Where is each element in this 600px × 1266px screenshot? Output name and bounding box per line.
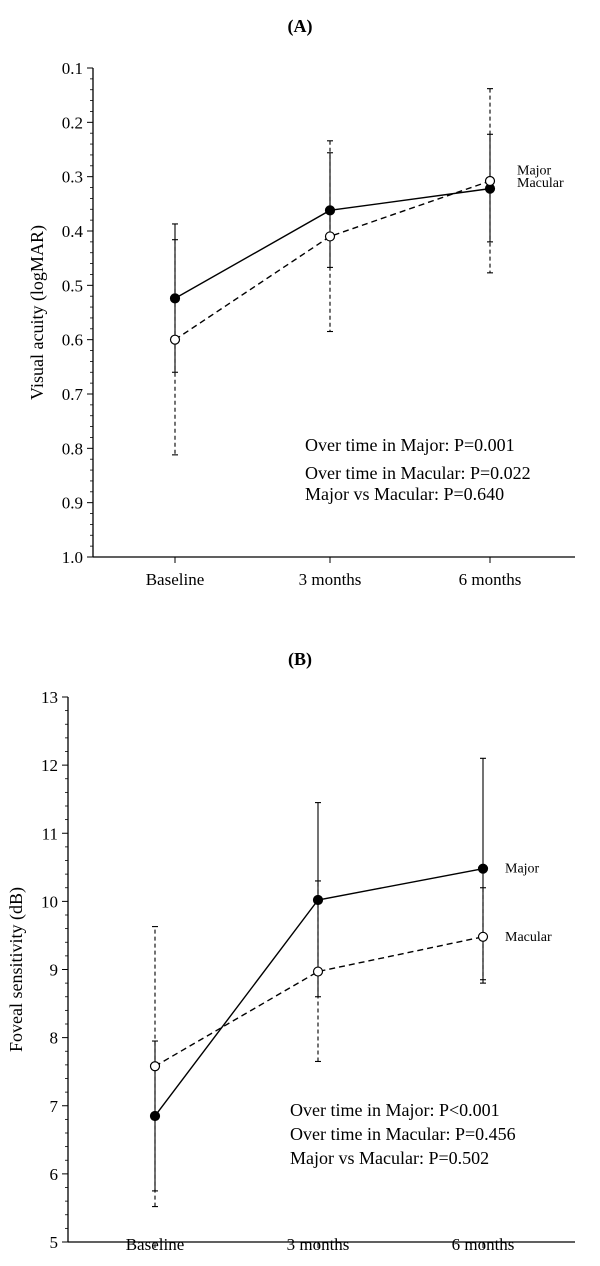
series-label-major: Major: [517, 164, 552, 179]
y-tick-label: 10: [41, 892, 58, 911]
data-point-macular: [169, 334, 181, 345]
y-tick-label: 13: [41, 688, 58, 707]
panel-label: (A): [288, 16, 313, 37]
data-point-macular: [477, 931, 489, 942]
y-tick-label: 1.0: [62, 548, 83, 567]
stat-annotation: Over time in Macular: P=0.022: [305, 463, 531, 483]
y-tick-label: 0.7: [62, 385, 84, 404]
y-tick-label: 0.5: [62, 276, 83, 295]
data-point-macular: [312, 966, 324, 977]
y-tick-label: 9: [50, 961, 59, 980]
series-label-major: Major: [505, 862, 540, 877]
stat-annotation: Major vs Macular: P=0.640: [305, 484, 504, 504]
y-axis-title: Foveal sensitivity (dB): [6, 887, 27, 1052]
panel-a: (A) 0.1 0.2 0.3 0.4 0.5 0.6 0.7 0.8 0.9 1.0 Baselin…: [27, 16, 575, 589]
y-tick-label: 0.6: [62, 331, 83, 350]
y-tick-label: 0.8: [62, 439, 83, 458]
data-point-major: [477, 863, 489, 874]
y-tick-label: 0.9: [62, 494, 83, 513]
series-label-macular: Macular: [517, 176, 564, 191]
y-tick-label: 11: [42, 824, 58, 843]
y-tick-label: 5: [50, 1233, 59, 1252]
x-tick-label: 6 months: [459, 570, 522, 589]
data-point-macular: [149, 1061, 161, 1072]
x-tick-label: 3 months: [299, 570, 362, 589]
y-tick-label: 8: [50, 1029, 59, 1048]
y-tick-label: 0.2: [62, 113, 83, 132]
y-tick-label: 6: [50, 1165, 59, 1184]
series-label-macular: Macular: [505, 930, 552, 945]
y-tick-label: 7: [50, 1097, 59, 1116]
x-tick-label: Baseline: [146, 570, 205, 589]
y-tick-label: 12: [41, 756, 58, 775]
panel-label: (B): [288, 649, 312, 670]
stat-annotation: Over time in Major: P<0.001: [290, 1100, 500, 1120]
series-line-major: [154, 867, 484, 1117]
series-line-major: [174, 187, 491, 299]
y-tick-label: 0.3: [62, 168, 83, 187]
x-tick-label: 3 months: [287, 1235, 350, 1254]
y-axis-title: Visual acuity (logMAR): [27, 225, 48, 400]
stat-annotation: Over time in Major: P=0.001: [305, 435, 515, 455]
series-line-macular: [154, 936, 484, 1067]
y-tick-label: 0.1: [62, 59, 83, 78]
stat-annotation: Over time in Macular: P=0.456: [290, 1124, 516, 1144]
x-tick-label: 6 months: [452, 1235, 515, 1254]
data-point-macular: [324, 231, 336, 242]
stat-annotation: Major vs Macular: P=0.502: [290, 1148, 489, 1168]
data-point-macular: [484, 175, 496, 187]
y-tick-label: 0.4: [62, 222, 84, 241]
panel-b: (B) 5 6 7 8 9 10 11 12 13 Baseline 3 months 6 months…: [6, 649, 575, 1254]
x-tick-label: Baseline: [126, 1235, 185, 1254]
series-line-macular: [174, 180, 491, 341]
